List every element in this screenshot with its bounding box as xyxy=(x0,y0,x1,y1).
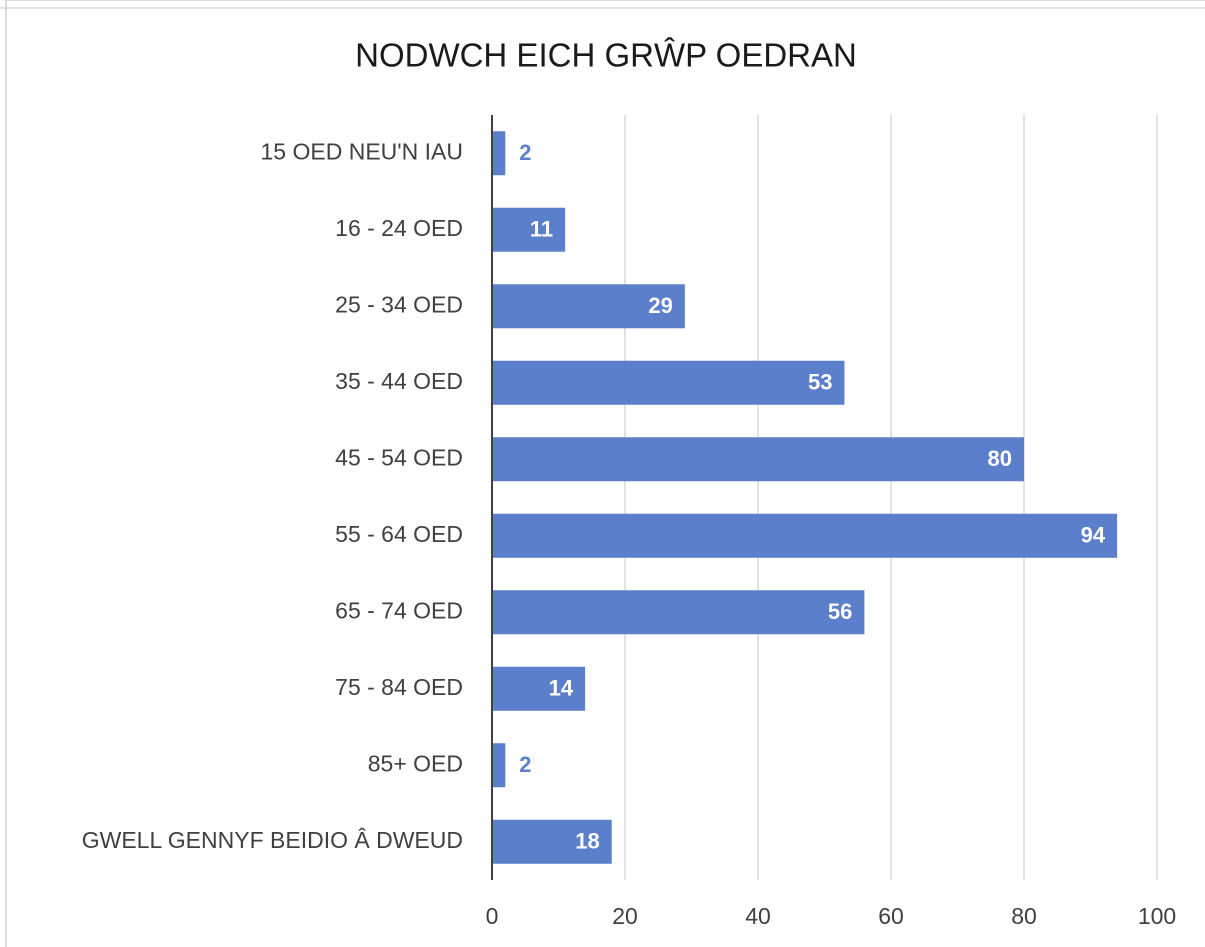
bar xyxy=(492,513,1118,558)
data-label: 53 xyxy=(808,370,832,395)
data-label: 14 xyxy=(549,676,574,701)
data-label: 2 xyxy=(519,752,531,777)
bar xyxy=(492,360,845,405)
x-tick-label: 100 xyxy=(1138,903,1176,929)
data-label: 80 xyxy=(988,446,1012,471)
data-label: 56 xyxy=(828,599,852,624)
data-label: 29 xyxy=(648,293,672,318)
data-label: 94 xyxy=(1081,523,1106,548)
x-tick-label: 20 xyxy=(612,903,638,929)
x-tick-label: 60 xyxy=(878,903,904,929)
y-tick-label: 65 - 74 OED xyxy=(335,597,463,623)
bar xyxy=(492,437,1024,482)
bar xyxy=(492,131,506,176)
y-tick-label: 85+ OED xyxy=(368,750,463,776)
x-tick-label: 40 xyxy=(745,903,771,929)
y-tick-label: 25 - 34 OED xyxy=(335,291,463,317)
y-tick-label: 15 OED NEU'N IAU xyxy=(261,138,464,164)
bar xyxy=(492,666,586,711)
y-tick-label: 35 - 44 OED xyxy=(335,368,463,394)
chart-frame xyxy=(5,0,1205,947)
chart-title: NODWCH EICH GRŴP OEDRAN xyxy=(355,37,857,74)
bar xyxy=(492,743,506,788)
y-tick-label: 45 - 54 OED xyxy=(335,444,463,470)
y-tick-label: 16 - 24 OED xyxy=(335,215,463,241)
y-tick-label: 75 - 84 OED xyxy=(335,674,463,700)
bar xyxy=(492,590,865,635)
y-tick-label: 55 - 64 OED xyxy=(335,521,463,547)
x-tick-label: 0 xyxy=(486,903,499,929)
data-label: 2 xyxy=(519,140,531,165)
bar xyxy=(492,207,566,252)
x-tick-label: 80 xyxy=(1011,903,1037,929)
bar xyxy=(492,819,612,864)
data-label: 18 xyxy=(575,829,599,854)
data-label: 11 xyxy=(530,217,553,242)
bar xyxy=(492,284,685,329)
y-tick-label: GWELL GENNYF BEIDIO Â DWEUD xyxy=(82,827,463,853)
